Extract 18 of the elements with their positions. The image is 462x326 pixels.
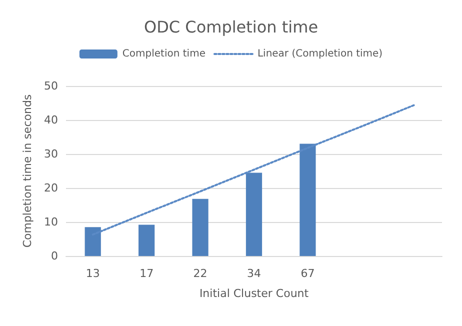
x-tick-label: 13 — [86, 267, 100, 280]
y-tick-label: 10 — [44, 216, 58, 228]
y-tick-label: 20 — [44, 182, 58, 194]
x-tick-label: 67 — [300, 267, 315, 280]
x-tick-label: 22 — [193, 267, 208, 280]
y-tick-label: 40 — [44, 114, 58, 126]
x-tick-label: 17 — [140, 267, 154, 280]
y-tick-label: 30 — [44, 148, 58, 160]
x-tick-label: 34 — [247, 267, 261, 280]
legend-label: Linear (Completion time) — [257, 48, 383, 60]
chart-title: ODC Completion time — [144, 18, 318, 36]
bar — [192, 198, 208, 256]
x-axis-title: Initial Cluster Count — [199, 287, 310, 300]
bar — [138, 224, 155, 256]
y-tick-label: 0 — [51, 250, 58, 262]
y-axis-title: Completion time in seconds — [21, 94, 34, 248]
y-tick-label: 50 — [44, 80, 58, 92]
legend-label: Completion time — [122, 48, 206, 60]
